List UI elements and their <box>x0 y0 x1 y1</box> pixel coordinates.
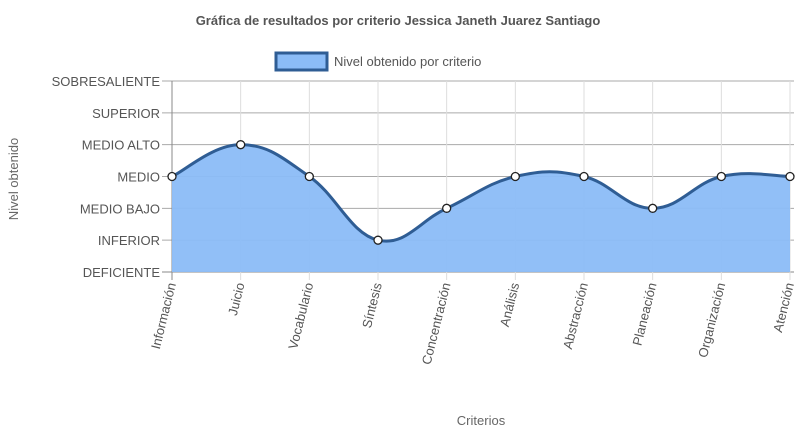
data-point[interactable] <box>236 140 246 150</box>
series-area-fill <box>172 144 790 272</box>
y-tick-label: MEDIO BAJO <box>80 201 160 216</box>
y-tick-label: MEDIO ALTO <box>82 138 160 153</box>
x-tick-label: Planeación <box>629 281 659 347</box>
x-tick-label: Concentración <box>419 281 454 366</box>
x-axis-title: Criterios <box>457 413 506 428</box>
x-tick-label: Atención <box>770 281 796 334</box>
data-point[interactable] <box>442 203 452 213</box>
y-axis-ticks: DEFICIENTE INFERIOR MEDIO BAJO MEDIO MEDIO A… <box>52 74 161 280</box>
plot-area <box>171 143 791 272</box>
x-tick-label: Organización <box>695 281 728 359</box>
data-point[interactable] <box>648 203 658 213</box>
chart-title: Gráfica de resultados por criterio Jessi… <box>196 13 601 28</box>
legend-label: Nivel obtenido por criterio <box>334 54 481 69</box>
x-axis-ticks: Información Juicio Vocabulario Síntesis Conc… <box>148 281 796 366</box>
x-tick-label: Síntesis <box>359 281 385 330</box>
data-point[interactable] <box>373 235 383 245</box>
data-points <box>167 140 795 245</box>
x-tick-label: Vocabulario <box>285 281 316 351</box>
data-point[interactable] <box>167 171 177 182</box>
x-tick-label: Análisis <box>497 281 523 329</box>
x-tick-label: Abstracción <box>560 281 591 351</box>
series-line <box>171 143 791 243</box>
y-tick-label: INFERIOR <box>98 233 160 248</box>
y-tick-label: DEFICIENTE <box>83 265 161 280</box>
legend-swatch <box>274 51 329 72</box>
data-point[interactable] <box>579 171 589 182</box>
y-tick-label: MEDIO <box>117 170 160 185</box>
data-point[interactable] <box>304 171 314 182</box>
y-tick-label: SUPERIOR <box>92 106 160 121</box>
legend[interactable]: Nivel obtenido por criterio <box>274 51 481 72</box>
y-tick-label: SOBRESALIENTE <box>52 74 161 89</box>
data-point[interactable] <box>785 171 795 182</box>
x-tick-label: Juicio <box>225 281 248 317</box>
data-point[interactable] <box>510 171 520 182</box>
x-tick-label: Información <box>148 281 179 351</box>
y-axis-title: Nivel obtenido <box>6 138 21 220</box>
data-point[interactable] <box>716 171 726 182</box>
